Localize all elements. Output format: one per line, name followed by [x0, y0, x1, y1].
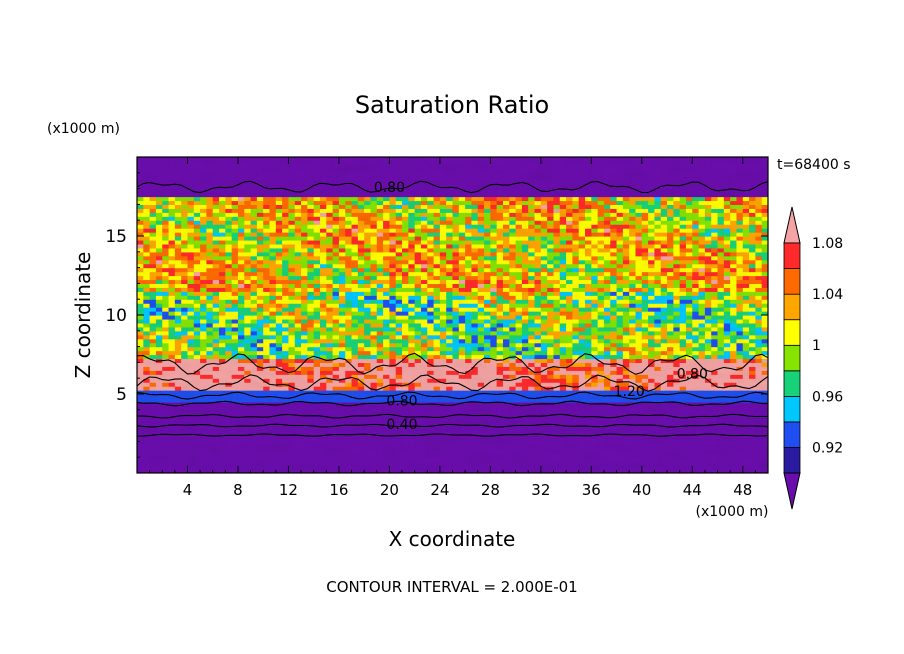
saturation-field — [137, 157, 768, 473]
y-unit-label: (x1000 m) — [47, 121, 120, 137]
time-label: t=68400 s — [777, 157, 851, 173]
chart-title: Saturation Ratio — [355, 91, 549, 119]
